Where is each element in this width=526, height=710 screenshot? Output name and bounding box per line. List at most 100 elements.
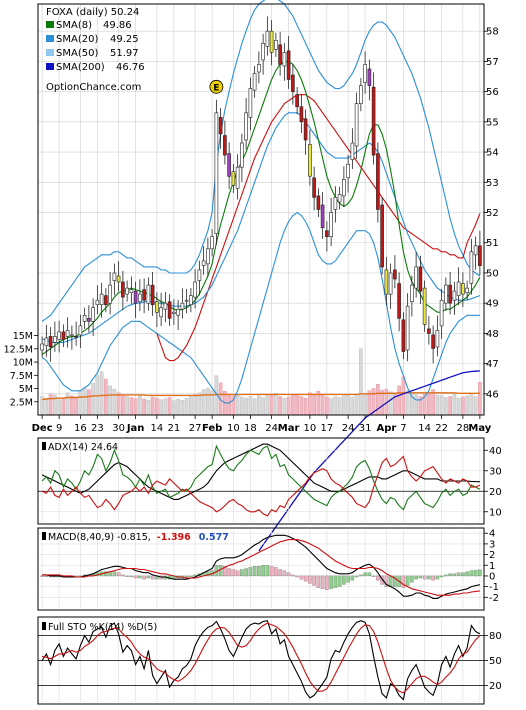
date-tick-label: 27: [189, 423, 202, 434]
adx-axis-ticks: 40 30 20 10: [484, 446, 502, 518]
source-label: OptionChance.com: [46, 82, 141, 93]
macd-histogram-bar: [367, 572, 372, 577]
volume-bar: [201, 389, 206, 416]
date-tick-label: 7: [400, 423, 406, 434]
macd-histogram-bar: [142, 575, 146, 580]
stochastic-title: Full STO %K(14) %D(5): [48, 622, 157, 633]
candle-body: [435, 330, 440, 348]
candle-body: [223, 135, 227, 156]
volume-bar: [129, 397, 134, 416]
candle-body: [257, 64, 261, 73]
candle-body: [74, 336, 78, 338]
macd-histogram-bar: [405, 575, 410, 586]
candle-body: [218, 117, 223, 135]
candle-body: [65, 330, 70, 337]
volume-bar: [269, 395, 274, 416]
candle-body: [320, 204, 325, 229]
candle-body: [439, 299, 444, 327]
volume-tick-label: 12.5M: [4, 344, 33, 355]
legend-label-sma20: SMA(20): [56, 34, 98, 45]
macd-histogram-bar: [439, 575, 444, 578]
candle-body: [329, 212, 333, 238]
date-tick-label: Dec: [32, 423, 53, 434]
candle-body: [469, 251, 474, 284]
adx-lines: [41, 443, 481, 517]
adx-grid: [38, 440, 484, 522]
price-tick-label: 57: [486, 57, 499, 68]
volume-bar: [78, 391, 83, 416]
adx-panel: 40 30 20 10 ADX(14) 24.64: [37, 437, 502, 525]
volume-bar: [265, 393, 270, 416]
volume-bar: [337, 397, 342, 416]
stochastic-lines: [41, 620, 481, 701]
volume-bar: [125, 396, 129, 416]
macd-histogram-bar: [133, 575, 138, 579]
macd-histogram-bar: [291, 574, 295, 577]
volume-bar: [427, 393, 431, 416]
candle-body: [427, 328, 431, 334]
macd-panel-frame: [37, 527, 485, 611]
price-tick-label: 58: [486, 27, 499, 38]
macd-histogram-bar: [350, 575, 355, 581]
volume-bar: [291, 394, 295, 416]
candle-body: [325, 230, 329, 237]
series-line: [41, 455, 481, 517]
candle-body: [473, 245, 478, 256]
date-tick-label: 17: [321, 423, 334, 434]
candle-body: [125, 287, 129, 295]
candle-body: [431, 334, 435, 349]
volume-bar: [329, 398, 333, 416]
volume-bar: [452, 394, 457, 416]
macd-histogram-bar: [104, 571, 108, 577]
legend-label-sma200: SMA(200): [56, 62, 105, 73]
macd-histogram-bar: [393, 575, 397, 587]
candle-body: [108, 284, 112, 304]
macd-histogram-bar: [325, 575, 329, 590]
macd-histogram-bar: [308, 575, 312, 584]
macd-histogram-bar: [274, 567, 278, 577]
candle-body: [363, 64, 367, 83]
volume-bar: [172, 400, 176, 416]
volume-bar: [197, 392, 202, 416]
volume-bar: [465, 395, 469, 416]
series-line: [41, 622, 481, 694]
volume-bar: [235, 394, 240, 416]
date-tick-label: 22: [435, 423, 448, 434]
macd-histogram-bar: [265, 565, 270, 577]
macd-histogram-bar: [235, 570, 240, 577]
candle-body: [172, 311, 176, 315]
price-tick-label: 48: [486, 329, 499, 340]
candle-body: [371, 86, 376, 156]
macd-histogram-bar: [40, 575, 44, 577]
volume-bar: [350, 396, 355, 416]
volume-bar: [342, 395, 346, 416]
candle-body: [99, 293, 104, 306]
candle-body: [456, 281, 461, 296]
candle-body: [393, 269, 397, 280]
candle-body: [350, 142, 355, 160]
series-line: [42, 534, 481, 599]
price-tick-label: 54: [486, 148, 499, 159]
date-tick-label: Jan: [126, 423, 145, 434]
price-tick-label: 49: [486, 299, 499, 310]
volume-bar: [346, 394, 350, 416]
volume-tick-label: 5M: [19, 384, 33, 395]
tick-label: -1: [489, 582, 499, 593]
candle-body: [121, 281, 125, 298]
candle-body: [70, 334, 74, 337]
candle-body: [159, 307, 163, 318]
legend-value-sma50: 51.97: [110, 48, 139, 59]
macd-histogram-bar: [303, 575, 308, 582]
candle-body: [138, 293, 142, 303]
candle-body: [291, 74, 295, 92]
volume-bar: [184, 397, 189, 416]
volume-bar: [108, 385, 112, 416]
macd-histogram-bar: [448, 573, 452, 577]
volume-bar: [354, 394, 359, 416]
volume-bar: [473, 396, 478, 416]
candle-body: [278, 44, 282, 65]
stochastic-panel: 80 50 20 Full STO %K(14) %D(5): [37, 616, 502, 705]
macd-histogram-bar: [44, 575, 49, 577]
